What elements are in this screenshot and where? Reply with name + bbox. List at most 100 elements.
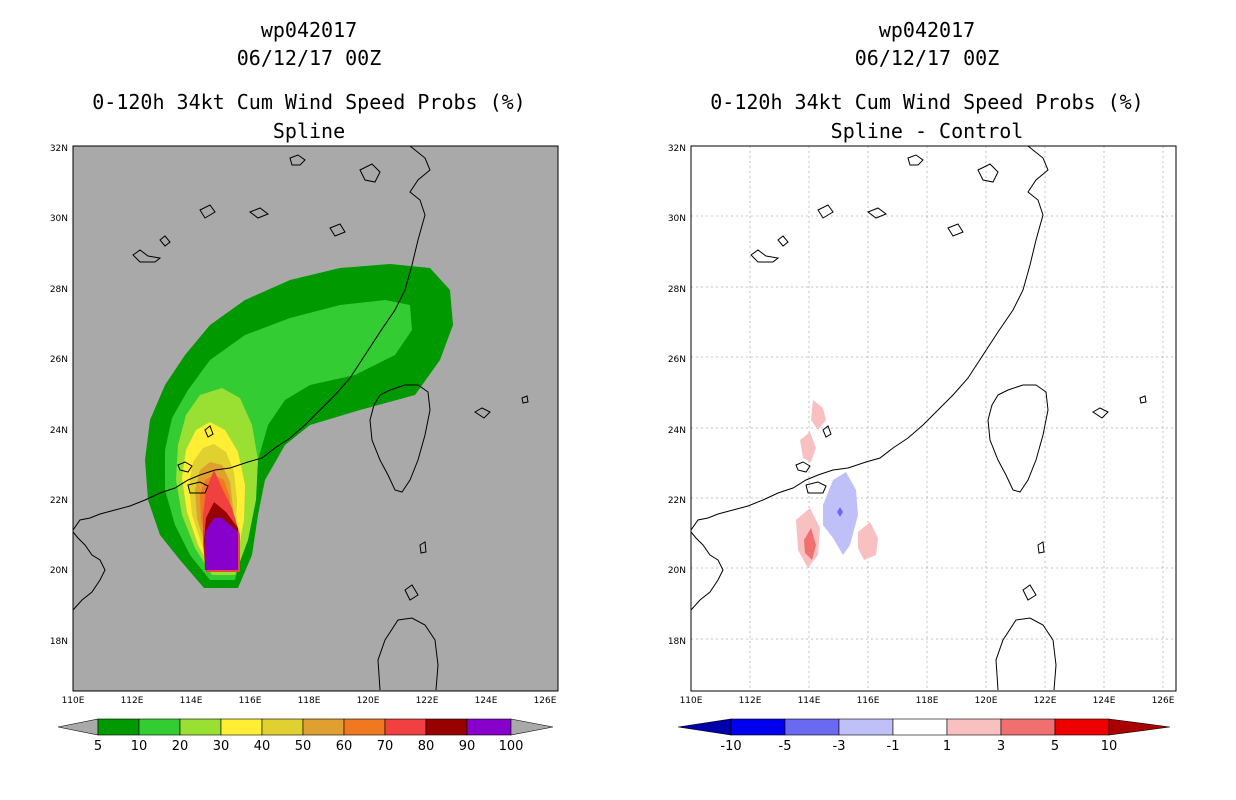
diff-pos-light-4 [858, 522, 878, 560]
lon-label-120e: 120E [357, 696, 380, 706]
lon-label-122e: 122E [1034, 696, 1057, 706]
lat-label-32n: 32N [50, 144, 68, 154]
right-colorbar-over [1108, 718, 1171, 736]
lat-label-18n: 18N [50, 637, 68, 647]
left-panel: wp042017 06/12/17 00Z 0-120h 34kt Cum Wi… [50, 18, 559, 754]
difference-regions [796, 400, 878, 568]
lat-label-24n: 24N [668, 426, 686, 436]
left-map-frame [72, 145, 559, 692]
right-map-frame [690, 145, 1177, 692]
left-cb-label-80: 80 [418, 739, 435, 754]
right-cb-label-5: 5 [1051, 739, 1059, 754]
lat-label-26n: 26N [50, 355, 68, 365]
left-cb-label-20: 20 [172, 739, 189, 754]
right-storm-id: wp042017 [878, 18, 976, 42]
lon-label-118e: 118E [298, 696, 321, 706]
left-lon-ticks: 110E 112E 114E 116E 118E 120E 122E 124E … [62, 696, 557, 706]
right-map-figure: 18N 20N 22N 24N 26N 28N 30N 32N 110E 112… [668, 144, 1177, 754]
lat-label-20n: 20N [50, 566, 68, 576]
right-colorbar-seg-1 [784, 718, 840, 736]
left-cb-label-90: 90 [459, 739, 476, 754]
right-product-title: 0-120h 34kt Cum Wind Speed Probs (%) [710, 90, 1144, 114]
right-datetime: 06/12/17 00Z [854, 46, 1000, 70]
right-cb-label-m1: -1 [887, 739, 900, 754]
lat-label-24n: 24N [50, 426, 68, 436]
left-colorbar-over [510, 718, 554, 736]
lat-label-30n: 30N [50, 214, 68, 224]
diff-pos-dark-1 [804, 528, 816, 560]
lon-label-126e: 126E [1152, 696, 1175, 706]
right-cb-label-1: 1 [943, 739, 951, 754]
right-colorbar-seg-4 [946, 718, 1002, 736]
left-colorbar-seg-5 [302, 718, 345, 736]
left-cb-label-70: 70 [377, 739, 394, 754]
right-cb-label-m5: -5 [779, 739, 792, 754]
left-lat-ticks: 18N 20N 22N 24N 26N 28N 30N 32N [50, 144, 68, 647]
left-map-figure: 18N 20N 22N 24N 26N 28N 30N 32N 110E 112… [50, 144, 559, 754]
lat-label-28n: 28N [668, 285, 686, 295]
left-colorbar: 5 10 20 30 40 50 60 70 80 90 100 [57, 718, 554, 754]
left-datetime: 06/12/17 00Z [236, 46, 382, 70]
left-colorbar-seg-4 [261, 718, 304, 736]
left-coastlines [73, 146, 529, 691]
right-colorbar-seg-5 [1000, 718, 1056, 736]
lon-label-114e: 114E [180, 696, 203, 706]
left-cb-label-50: 50 [295, 739, 312, 754]
prob-contour-90 [205, 518, 238, 570]
lon-label-114e: 114E [798, 696, 821, 706]
lon-label-112e: 112E [121, 696, 144, 706]
left-cb-label-5: 5 [94, 739, 102, 754]
right-coastlines [691, 146, 1147, 691]
lon-label-110e: 110E [62, 696, 85, 706]
lon-label-124e: 124E [1093, 696, 1116, 706]
diff-neg-dark [837, 507, 843, 517]
lon-label-126e: 126E [534, 696, 557, 706]
right-colorbar-seg-0 [730, 718, 786, 736]
right-colorbar: -10 -5 -3 -1 1 3 5 10 [677, 718, 1171, 754]
lon-label-118e: 118E [916, 696, 939, 706]
lon-label-116e: 116E [857, 696, 880, 706]
right-panel: wp042017 06/12/17 00Z 0-120h 34kt Cum Wi… [618, 0, 1236, 800]
right-cb-label-3: 3 [997, 739, 1005, 754]
right-lon-ticks: 110E 112E 114E 116E 118E 120E 122E 124E … [680, 696, 1175, 706]
left-cb-label-60: 60 [336, 739, 353, 754]
left-colorbar-seg-6 [343, 718, 386, 736]
probability-contours [145, 264, 453, 588]
lat-label-30n: 30N [668, 214, 686, 224]
lon-label-116e: 116E [239, 696, 262, 706]
right-lat-ticks: 18N 20N 22N 24N 26N 28N 30N 32N [668, 144, 686, 647]
right-colorbar-seg-2 [838, 718, 894, 736]
lat-label-22n: 22N [50, 496, 68, 506]
diff-pos-light-1 [811, 400, 826, 430]
diff-pos-light-2 [800, 432, 816, 462]
left-cb-label-30: 30 [213, 739, 230, 754]
right-cb-label-m3: -3 [833, 739, 846, 754]
lon-label-120e: 120E [975, 696, 998, 706]
right-gridlines [691, 146, 1176, 691]
lat-label-26n: 26N [668, 355, 686, 365]
right-cb-label-10: 10 [1101, 739, 1118, 754]
lat-label-32n: 32N [668, 144, 686, 154]
lon-label-124e: 124E [475, 696, 498, 706]
left-colorbar-seg-7 [384, 718, 427, 736]
left-subtitle: Spline [272, 119, 346, 143]
lat-label-22n: 22N [668, 496, 686, 506]
right-subtitle: Spline - Control [830, 119, 1024, 143]
right-colorbar-under [677, 718, 732, 736]
lon-label-110e: 110E [680, 696, 703, 706]
right-colorbar-seg-6 [1054, 718, 1110, 736]
right-cb-label-m10: -10 [720, 739, 741, 754]
left-cb-label-100: 100 [499, 739, 524, 754]
left-colorbar-seg-9 [466, 718, 512, 736]
lon-label-112e: 112E [739, 696, 762, 706]
lon-label-122e: 122E [416, 696, 439, 706]
left-colorbar-seg-0 [97, 718, 140, 736]
left-colorbar-seg-8 [425, 718, 468, 736]
right-map-background [691, 146, 1176, 691]
lat-label-18n: 18N [668, 637, 686, 647]
left-product-title: 0-120h 34kt Cum Wind Speed Probs (%) [92, 90, 526, 114]
left-colorbar-seg-3 [220, 718, 263, 736]
lat-label-20n: 20N [668, 566, 686, 576]
left-cb-label-10: 10 [131, 739, 148, 754]
left-colorbar-seg-1 [138, 718, 181, 736]
